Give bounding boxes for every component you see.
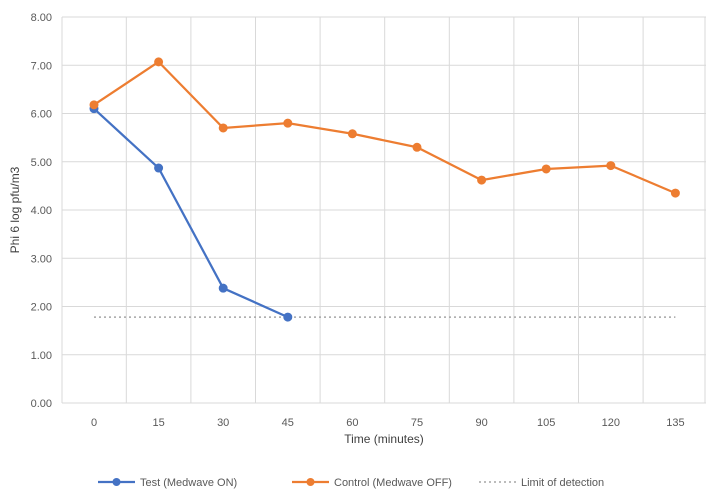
- data-point: [283, 118, 293, 128]
- x-tick-label: 0: [91, 417, 97, 429]
- data-point: [477, 175, 487, 185]
- y-tick-label: 7.00: [31, 60, 52, 72]
- data-point: [89, 100, 99, 110]
- series-control-medwave-off: [89, 57, 680, 198]
- x-axis-ticks: 0 15 30 45 60 75 90 105 120 135: [91, 417, 685, 429]
- x-tick-label: 105: [537, 417, 555, 429]
- x-tick-label: 75: [411, 417, 423, 429]
- data-point: [283, 312, 293, 322]
- data-point: [347, 129, 357, 139]
- legend-item: Limit of detection: [479, 477, 604, 489]
- data-point: [154, 57, 164, 67]
- series-line: [93, 107, 289, 319]
- y-tick-label: 1.00: [31, 350, 52, 362]
- data-point: [154, 163, 164, 173]
- x-tick-label: 30: [217, 417, 229, 429]
- legend-item: Test (Medwave ON): [98, 477, 237, 489]
- series-group: [89, 57, 680, 322]
- data-point: [218, 283, 228, 293]
- legend-marker: [112, 478, 121, 486]
- x-tick-label: 60: [346, 417, 358, 429]
- legend-item: Control (Medwave OFF): [292, 477, 452, 489]
- y-tick-label: 6.00: [31, 109, 52, 121]
- data-point: [412, 142, 422, 152]
- y-axis-title: Phi 6 log pfu/m3: [8, 166, 22, 253]
- x-tick-label: 45: [282, 417, 294, 429]
- legend-marker: [306, 478, 315, 486]
- y-tick-label: 5.00: [31, 157, 52, 169]
- y-tick-label: 3.00: [31, 253, 52, 265]
- y-tick-label: 8.00: [31, 12, 52, 24]
- y-axis-ticks: 0.00 1.00 2.00 3.00 4.00 5.00 6.00 7.00 8.00: [31, 12, 52, 410]
- x-axis-title: Time (minutes): [344, 432, 424, 446]
- data-point: [670, 188, 680, 198]
- data-point: [606, 161, 616, 171]
- y-tick-label: 2.00: [31, 302, 52, 314]
- y-tick-label: 4.00: [31, 205, 52, 217]
- legend-label: Control (Medwave OFF): [334, 477, 452, 489]
- x-tick-label: 120: [602, 417, 620, 429]
- data-point: [541, 164, 551, 174]
- legend-label: Limit of detection: [521, 477, 604, 489]
- x-tick-label: 90: [475, 417, 487, 429]
- data-point: [218, 123, 228, 133]
- gridlines: [61, 16, 706, 404]
- y-tick-label: 0.00: [31, 398, 52, 410]
- legend-label: Test (Medwave ON): [140, 477, 237, 489]
- x-tick-label: 135: [666, 417, 684, 429]
- series-line: [93, 60, 676, 195]
- x-tick-label: 15: [152, 417, 164, 429]
- legend: Test (Medwave ON) Control (Medwave OFF) Li…: [98, 477, 604, 489]
